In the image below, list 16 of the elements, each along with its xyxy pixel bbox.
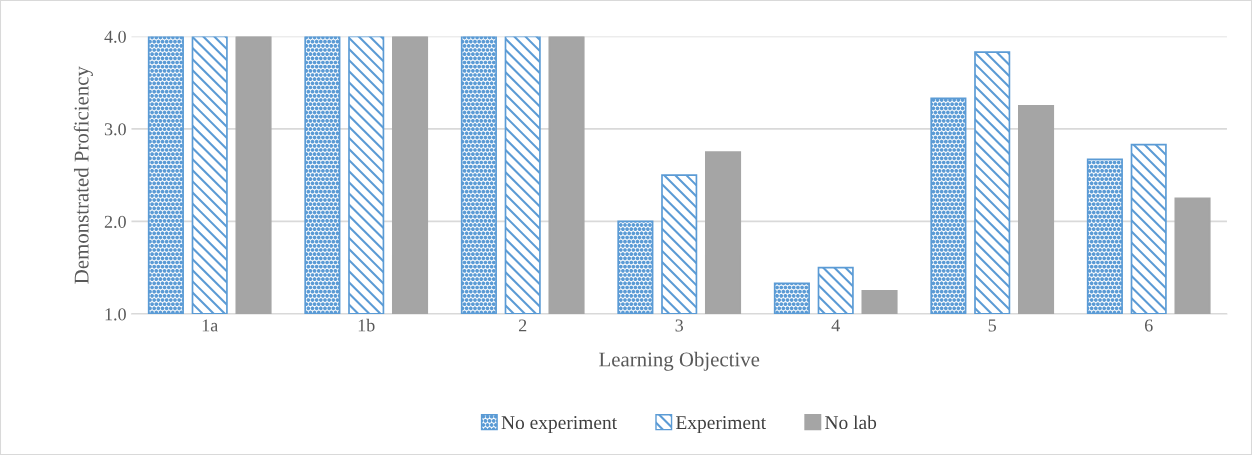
- x-tick-label: 3: [675, 319, 684, 332]
- x-tick-label: 1a: [202, 319, 218, 332]
- legend-label: No lab: [825, 415, 877, 430]
- legend-label: No experiment: [501, 416, 617, 434]
- x-tick-label: 6: [1144, 319, 1153, 332]
- y-axis-title: Demonstrated Proficiency: [73, 66, 93, 284]
- y-tick-label: 3.0: [104, 123, 126, 136]
- x-tick-label: 5: [988, 319, 997, 332]
- legend-label: Experiment: [675, 416, 767, 434]
- y-tick-label: 2.0: [104, 215, 126, 228]
- x-tick-label: 4: [831, 319, 840, 332]
- y-tick-label: 4.0: [104, 30, 126, 43]
- x-axis-title: Learning Objective: [599, 351, 760, 371]
- x-tick-label: 2: [518, 319, 527, 332]
- y-tick-label: 1.0: [105, 308, 126, 321]
- x-tick-label: 1b: [358, 318, 375, 332]
